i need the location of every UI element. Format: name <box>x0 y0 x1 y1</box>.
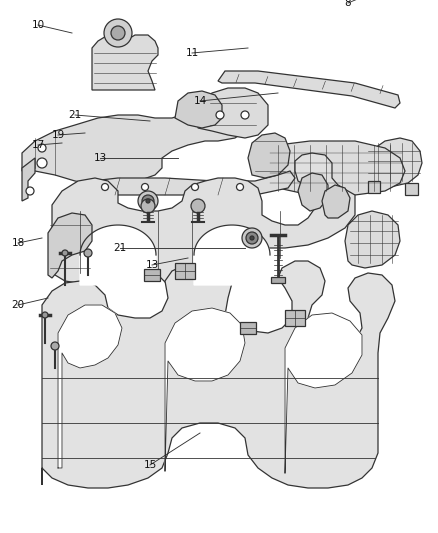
Polygon shape <box>165 308 245 471</box>
Polygon shape <box>285 313 362 473</box>
Polygon shape <box>80 225 156 285</box>
Polygon shape <box>218 71 400 108</box>
Text: 15: 15 <box>143 460 157 470</box>
Text: 8: 8 <box>345 0 351 8</box>
Polygon shape <box>198 88 268 138</box>
Circle shape <box>26 187 34 195</box>
Text: 21: 21 <box>113 243 127 253</box>
Polygon shape <box>271 277 285 283</box>
Circle shape <box>62 250 68 256</box>
Circle shape <box>216 111 224 119</box>
Circle shape <box>142 195 154 207</box>
Circle shape <box>111 26 125 40</box>
Text: 21: 21 <box>68 110 81 120</box>
Polygon shape <box>22 158 35 201</box>
Circle shape <box>250 236 254 240</box>
Circle shape <box>51 342 59 350</box>
Polygon shape <box>48 213 92 278</box>
Polygon shape <box>322 185 350 218</box>
Polygon shape <box>175 91 222 128</box>
Circle shape <box>42 312 48 318</box>
Circle shape <box>102 183 109 190</box>
Text: 10: 10 <box>32 20 45 30</box>
Circle shape <box>237 183 244 190</box>
Text: 11: 11 <box>185 48 198 58</box>
Text: 20: 20 <box>11 300 25 310</box>
Polygon shape <box>175 263 195 279</box>
Circle shape <box>246 232 258 244</box>
Circle shape <box>141 183 148 190</box>
Text: 17: 17 <box>32 140 45 150</box>
Polygon shape <box>92 35 158 90</box>
Polygon shape <box>268 141 405 195</box>
Polygon shape <box>22 105 248 185</box>
Polygon shape <box>52 153 355 291</box>
Text: 13: 13 <box>93 153 106 163</box>
Polygon shape <box>240 322 256 334</box>
Polygon shape <box>144 269 160 281</box>
Polygon shape <box>194 225 270 285</box>
Text: 14: 14 <box>193 96 207 106</box>
Polygon shape <box>58 305 122 468</box>
Polygon shape <box>285 310 305 326</box>
Circle shape <box>242 228 262 248</box>
Polygon shape <box>365 138 422 187</box>
Circle shape <box>84 249 92 257</box>
Text: 18: 18 <box>11 238 25 248</box>
Polygon shape <box>248 133 290 178</box>
Circle shape <box>37 158 47 168</box>
Polygon shape <box>345 211 400 268</box>
Polygon shape <box>405 183 418 195</box>
Polygon shape <box>82 171 295 215</box>
Text: 19: 19 <box>51 130 65 140</box>
Polygon shape <box>42 261 395 488</box>
Circle shape <box>38 144 46 152</box>
Polygon shape <box>298 173 328 211</box>
Text: 13: 13 <box>145 260 159 270</box>
Circle shape <box>141 199 155 213</box>
Polygon shape <box>368 181 380 193</box>
Circle shape <box>191 199 205 213</box>
Circle shape <box>138 191 158 211</box>
Circle shape <box>104 19 132 47</box>
Circle shape <box>241 111 249 119</box>
Circle shape <box>146 199 150 203</box>
Circle shape <box>191 183 198 190</box>
